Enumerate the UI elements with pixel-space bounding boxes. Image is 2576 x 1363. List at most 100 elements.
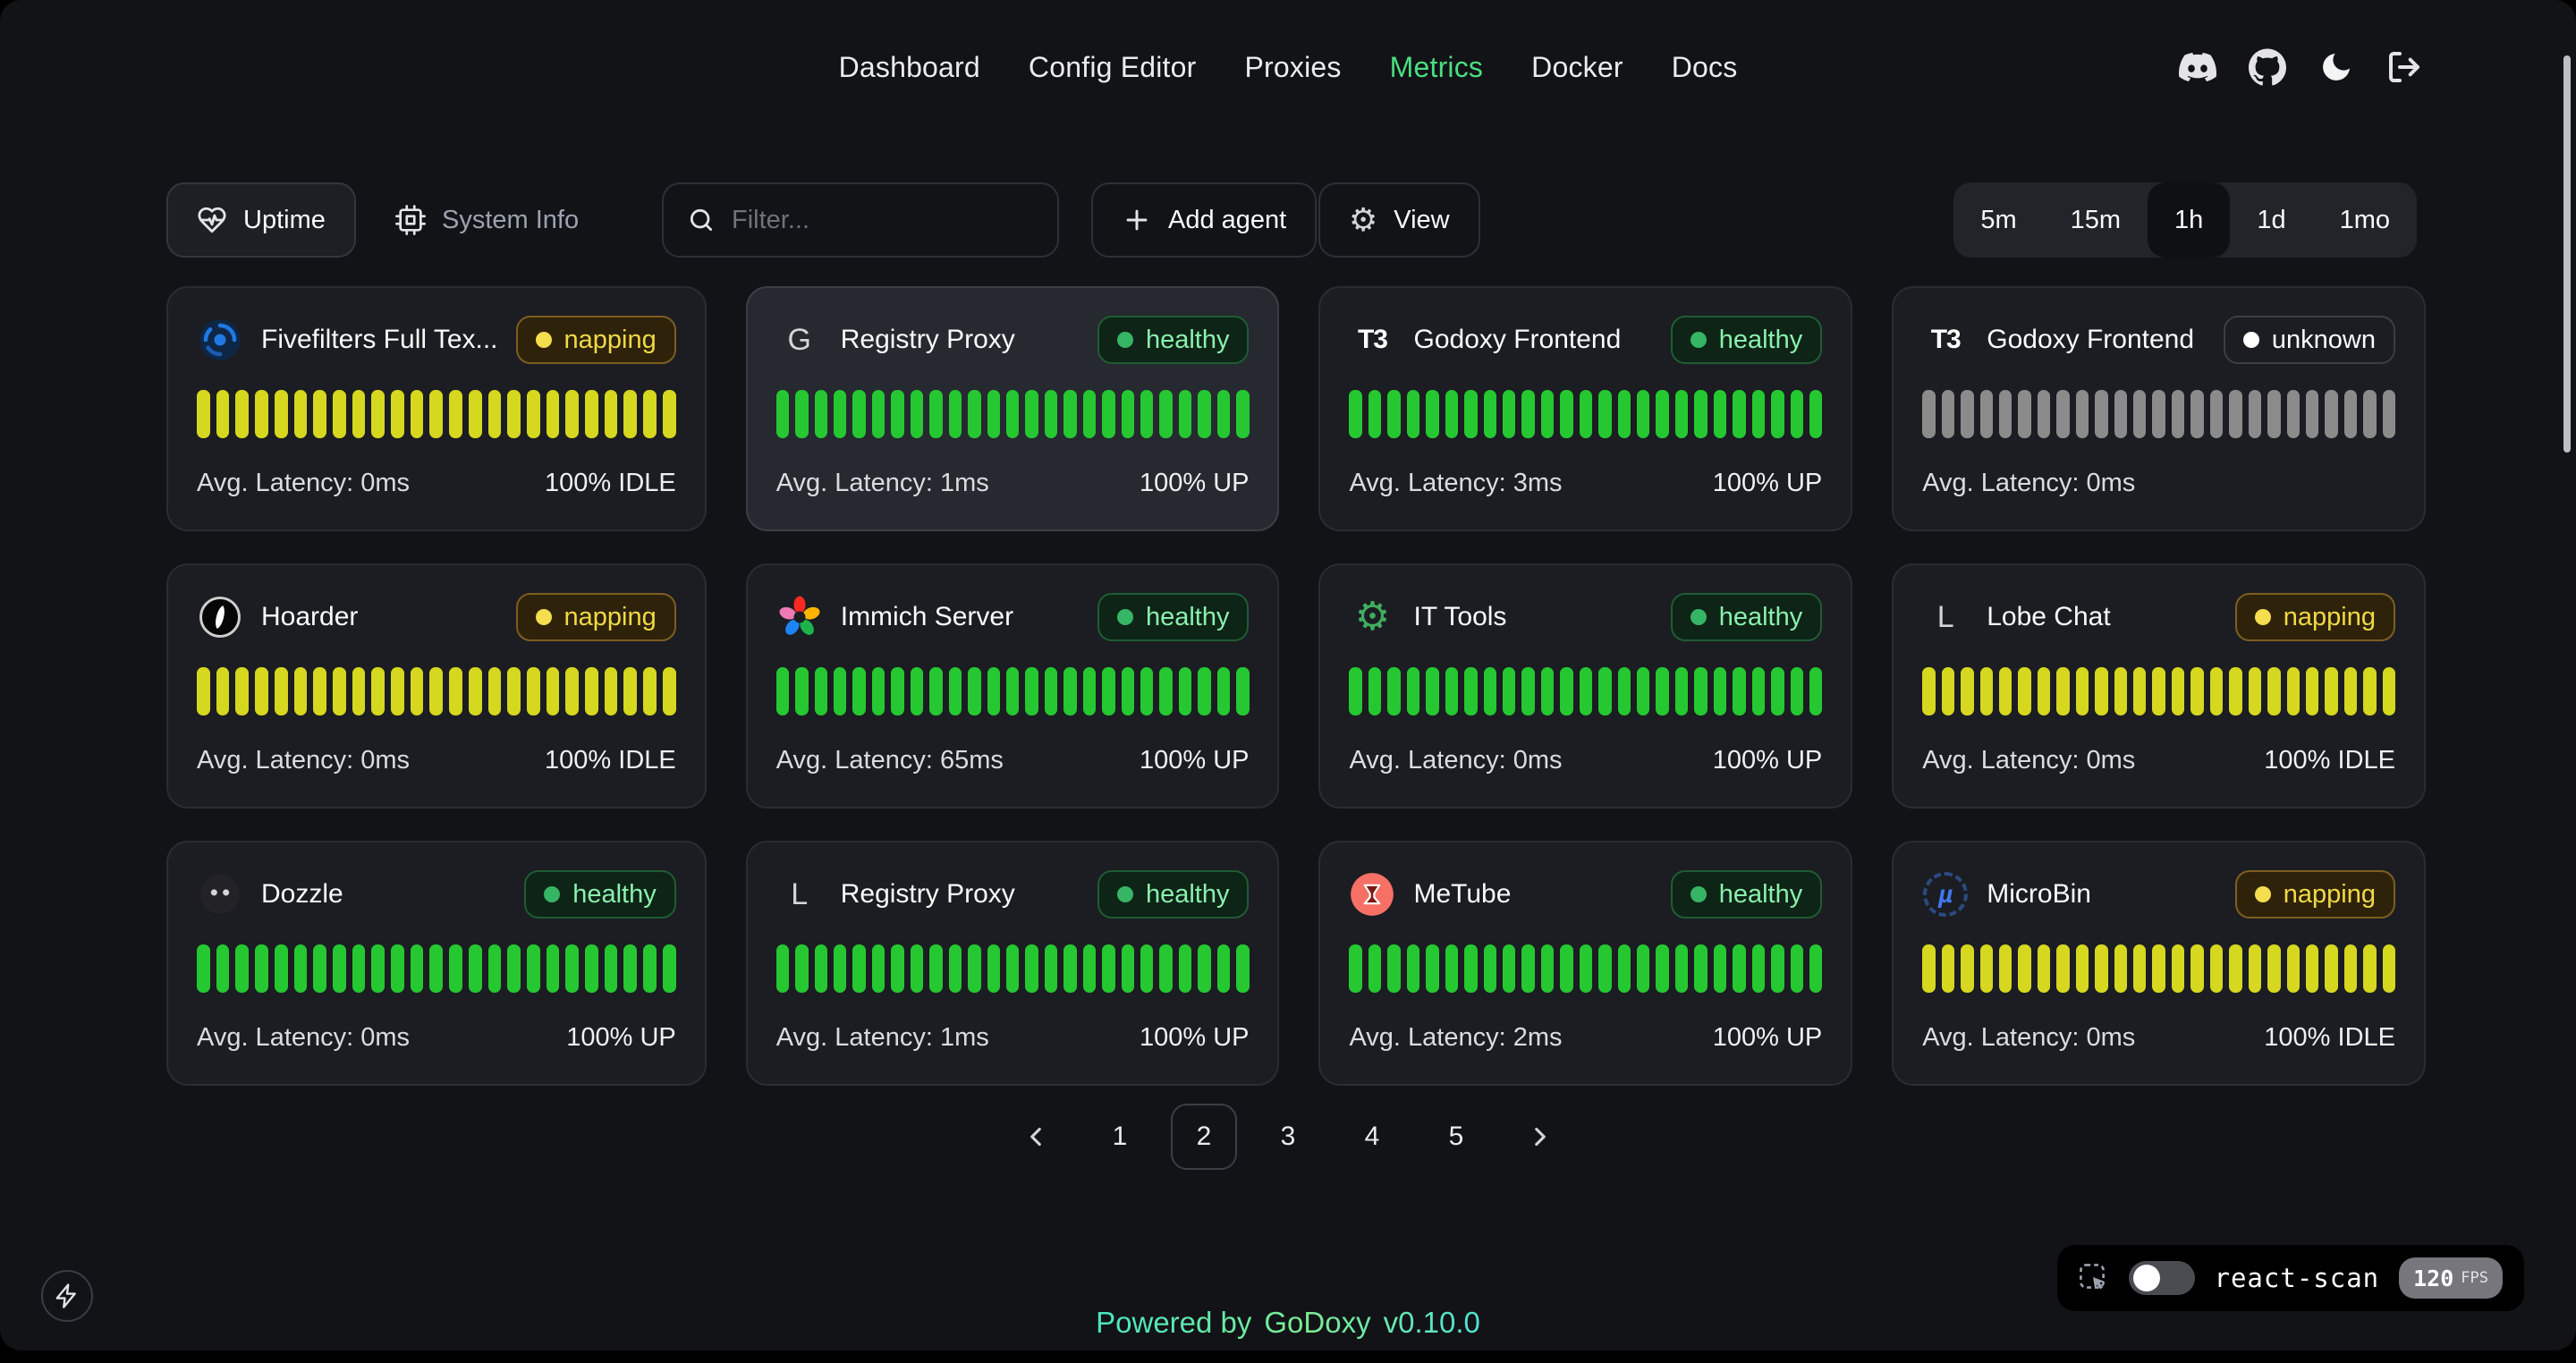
uptime-bar <box>410 667 424 715</box>
status-badge: unknown <box>2223 316 2395 364</box>
nav-item-docker[interactable]: Docker <box>1531 50 1623 83</box>
uptime-bar <box>1082 944 1097 993</box>
inspect-cursor-icon[interactable] <box>2079 1263 2109 1293</box>
uptime-bar <box>623 390 638 438</box>
uptime-bar <box>1216 944 1231 993</box>
uptime-bar <box>565 390 580 438</box>
view-button[interactable]: ⚙ View <box>1318 182 1480 258</box>
page-button-5[interactable]: 5 <box>1448 1122 1464 1151</box>
godoxy-link[interactable]: GoDoxy <box>1264 1306 1371 1339</box>
nav-item-config-editor[interactable]: Config Editor <box>1028 50 1197 83</box>
uptime-bars <box>775 667 1250 715</box>
uptime-bar <box>197 667 210 715</box>
page-button-1[interactable]: 1 <box>1112 1122 1128 1151</box>
uptime-bar <box>526 390 540 438</box>
uptime-bar <box>468 667 482 715</box>
uptime-bar <box>216 667 230 715</box>
service-card[interactable]: L Registry Proxy healthy Avg. Latency: 1ms 1… <box>745 841 1280 1086</box>
moon-icon[interactable] <box>2318 49 2354 85</box>
service-card[interactable]: Immich Server healthy Avg. Latency: 65ms 10… <box>745 563 1280 808</box>
prev-page-button[interactable] <box>1003 1104 1069 1170</box>
uptime-bar <box>293 667 308 715</box>
nav-item-dashboard[interactable]: Dashboard <box>838 50 980 83</box>
status-badge: healthy <box>1097 316 1250 364</box>
github-icon[interactable] <box>2249 48 2286 86</box>
uptime-bar <box>1560 944 1573 993</box>
uptime-bar <box>1733 667 1746 715</box>
service-card[interactable]: G Registry Proxy healthy Avg. Latency: 1ms 1… <box>745 286 1280 531</box>
service-card[interactable]: µ MicroBin napping Avg. Latency: 0ms 100% ID… <box>1892 841 2426 1086</box>
service-card[interactable]: ⚙ IT Tools healthy Avg. Latency: 0ms 100% UP <box>1318 563 1853 808</box>
uptime-percent-text: 100% IDLE <box>2264 1023 2395 1052</box>
uptime-bar <box>1368 667 1382 715</box>
uptime-bar <box>2248 667 2262 715</box>
dozzle-logo <box>197 871 243 918</box>
add-agent-button[interactable]: Add agent <box>1091 182 1318 258</box>
plus-icon <box>1122 205 1152 235</box>
uptime-bar <box>1502 390 1516 438</box>
system-info-tab[interactable]: System Info <box>365 182 609 258</box>
uptime-bar <box>1216 390 1231 438</box>
uptime-bars <box>1349 667 1823 715</box>
uptime-bar <box>1159 944 1173 993</box>
avg-latency-text: Avg. Latency: 65ms <box>775 746 1004 775</box>
uptime-bar <box>2190 667 2204 715</box>
time-range-1h[interactable]: 1h <box>2148 182 2231 258</box>
uptime-bar <box>1751 667 1766 715</box>
time-range-selector: 5m 15m 1h 1d 1mo <box>1953 182 2417 258</box>
scrollbar-thumb[interactable] <box>2563 55 2571 453</box>
uptime-bar <box>604 667 618 715</box>
time-range-15m[interactable]: 15m <box>2070 205 2122 234</box>
uptime-bar <box>197 390 210 438</box>
uptime-bar <box>1771 390 1784 438</box>
page-button-4[interactable]: 4 <box>1364 1122 1380 1151</box>
uptime-percent-text: 100% UP <box>1712 469 1823 497</box>
uptime-bar <box>235 667 250 715</box>
uptime-tab[interactable]: Uptime <box>166 182 356 258</box>
nav-item-docs[interactable]: Docs <box>1671 50 1738 83</box>
uptime-bar <box>1005 944 1020 993</box>
uptime-bar <box>1159 390 1173 438</box>
service-card[interactable]: Hoarder napping Avg. Latency: 0ms 100% IDLE <box>166 563 707 808</box>
service-card[interactable]: Fivefilters Full Tex... napping Avg. Laten… <box>166 286 707 531</box>
uptime-bar <box>235 390 250 438</box>
status-dot-icon <box>535 332 552 348</box>
uptime-bar <box>968 390 981 438</box>
service-card[interactable]: Dozzle healthy Avg. Latency: 0ms 100% UP <box>166 841 707 1086</box>
uptime-bar <box>2343 944 2358 993</box>
page-button-3[interactable]: 3 <box>1280 1122 1296 1151</box>
react-scan-toggle[interactable] <box>2128 1261 2195 1295</box>
time-range-1mo[interactable]: 1mo <box>2339 205 2390 234</box>
next-page-button[interactable] <box>1507 1104 1573 1170</box>
service-card[interactable]: T3 Godoxy Frontend unknown Avg. Latency: 0m… <box>1892 286 2426 531</box>
uptime-bar <box>1063 390 1077 438</box>
status-badge: napping <box>2234 870 2395 919</box>
discord-icon[interactable] <box>2179 48 2216 86</box>
uptime-bar <box>1637 390 1650 438</box>
service-name: IT Tools <box>1413 602 1507 631</box>
uptime-bar <box>1005 390 1020 438</box>
uptime-bar <box>852 390 866 438</box>
uptime-bar <box>775 390 790 438</box>
service-card[interactable]: L Lobe Chat napping Avg. Latency: 0ms 100% I… <box>1892 563 2426 808</box>
zap-button[interactable] <box>41 1270 93 1322</box>
nav-item-metrics[interactable]: Metrics <box>1389 50 1484 83</box>
uptime-bar <box>391 390 404 438</box>
time-range-5m[interactable]: 5m <box>1980 205 2017 234</box>
uptime-bar <box>2382 667 2396 715</box>
service-card[interactable]: T3 Godoxy Frontend healthy Avg. Latency: 3m… <box>1318 286 1853 531</box>
logout-icon[interactable] <box>2386 49 2422 85</box>
uptime-bar <box>1368 944 1382 993</box>
uptime-bar <box>507 944 521 993</box>
status-dot-icon <box>2242 332 2259 348</box>
uptime-percent-text: 100% IDLE <box>545 469 676 497</box>
status-badge-label: napping <box>564 602 657 631</box>
nav-item-proxies[interactable]: Proxies <box>1244 50 1342 83</box>
service-card[interactable]: MeTube healthy Avg. Latency: 2ms 100% UP <box>1318 841 1853 1086</box>
filter-input[interactable] <box>732 205 1069 235</box>
page-button-2[interactable]: 2 <box>1171 1104 1237 1170</box>
cpu-icon <box>395 205 426 235</box>
uptime-bar <box>410 944 424 993</box>
time-range-1d[interactable]: 1d <box>2257 205 2286 234</box>
uptime-percent-text: 100% IDLE <box>545 746 676 775</box>
